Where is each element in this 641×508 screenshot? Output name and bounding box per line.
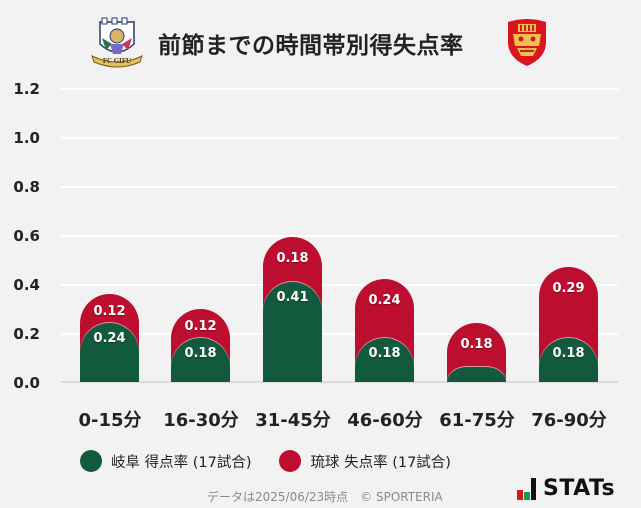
bar-group[interactable]: 0.24 0.18 bbox=[355, 279, 414, 382]
y-tick-label: 0.4 bbox=[13, 276, 40, 294]
legend-dot-green-icon bbox=[80, 450, 102, 472]
y-tick-label: 0.2 bbox=[13, 325, 40, 343]
bar-segment-gifu[interactable] bbox=[80, 323, 139, 382]
y-tick-label: 0.8 bbox=[13, 178, 40, 196]
value-label-ryukyu: 0.12 bbox=[184, 319, 217, 335]
legend-label: 岐阜 得点率 (17試合) bbox=[111, 454, 252, 471]
value-label-ryukyu: 0.18 bbox=[460, 337, 493, 353]
bar-group[interactable]: 0.18 0.41 bbox=[263, 237, 322, 382]
fc-gifu-crest-icon: FC GIFU bbox=[91, 17, 143, 68]
stats-brand-logo: STATs bbox=[517, 476, 615, 500]
x-axis-baseline bbox=[61, 381, 618, 383]
x-tick-label: 76-90分 bbox=[531, 410, 607, 431]
chart-title: 前節までの時間帯別得失点率 bbox=[158, 33, 464, 59]
bar-group[interactable]: 0.12 0.18 bbox=[171, 308, 230, 382]
y-tick-label: 1.2 bbox=[13, 80, 40, 98]
y-tick-label: 0.0 bbox=[13, 374, 40, 392]
fc-ryukyu-crest-icon bbox=[508, 19, 546, 66]
value-label-ryukyu: 0.29 bbox=[552, 280, 585, 296]
value-label-gifu: 0.18 bbox=[368, 345, 401, 361]
value-label-gifu: 0.24 bbox=[93, 331, 126, 347]
gridline bbox=[61, 186, 618, 188]
chart-legend: 岐阜 得点率 (17試合) 琉球 失点率 (17試合) bbox=[80, 449, 479, 473]
value-label-gifu: 0.18 bbox=[184, 345, 217, 361]
x-tick-label: 31-45分 bbox=[255, 410, 331, 431]
value-label-ryukyu: 0.12 bbox=[93, 304, 126, 320]
gridline bbox=[61, 137, 618, 139]
legend-item-ryukyu-conceding-rate[interactable]: 琉球 失点率 (17試合) bbox=[279, 450, 451, 472]
x-tick-label: 61-75分 bbox=[439, 410, 515, 431]
data-source-note: データは2025/06/23時点 © SPORTERIA bbox=[207, 490, 443, 504]
bar-segment-gifu[interactable] bbox=[447, 367, 506, 382]
x-tick-label: 46-60分 bbox=[347, 410, 423, 431]
bar-segment-gifu[interactable] bbox=[539, 337, 598, 382]
y-tick-label: 1.0 bbox=[13, 129, 40, 147]
stacked-bar-chart: 1.2 1.0 0.8 0.6 0.4 0.2 0.0 0.12 0.24 0.12… bbox=[13, 80, 618, 431]
svg-text:FC GIFU: FC GIFU bbox=[103, 58, 132, 65]
stats-brand-text: STATs bbox=[543, 476, 616, 501]
x-tick-label: 16-30分 bbox=[163, 410, 239, 431]
gridline bbox=[61, 284, 618, 286]
bar-group[interactable]: 0.18 bbox=[447, 323, 506, 382]
value-label-gifu: 0.41 bbox=[276, 289, 309, 305]
legend-item-gifu-scoring-rate[interactable]: 岐阜 得点率 (17試合) bbox=[80, 450, 251, 472]
value-label-gifu: 0.18 bbox=[552, 345, 585, 361]
bar-segment-gifu[interactable] bbox=[171, 337, 230, 382]
bar-segment-gifu[interactable] bbox=[355, 337, 414, 382]
legend-label: 琉球 失点率 (17試合) bbox=[310, 454, 451, 471]
bar-group[interactable]: 0.12 0.24 bbox=[80, 293, 139, 382]
stats-bars-icon bbox=[517, 478, 537, 500]
gridline bbox=[61, 333, 618, 335]
gridline bbox=[61, 235, 618, 237]
value-label-ryukyu: 0.18 bbox=[276, 251, 309, 267]
bar-group[interactable]: 0.29 0.18 bbox=[539, 266, 598, 382]
legend-dot-red-icon bbox=[279, 450, 302, 472]
value-label-ryukyu: 0.24 bbox=[368, 293, 401, 309]
bar-segment-gifu[interactable] bbox=[263, 281, 322, 382]
x-tick-label: 0-15分 bbox=[78, 410, 142, 431]
gridline bbox=[61, 88, 618, 90]
chart-header: FC GIFU 前節までの時間帯別得失点率 bbox=[0, 0, 641, 80]
y-tick-label: 0.6 bbox=[13, 227, 40, 245]
